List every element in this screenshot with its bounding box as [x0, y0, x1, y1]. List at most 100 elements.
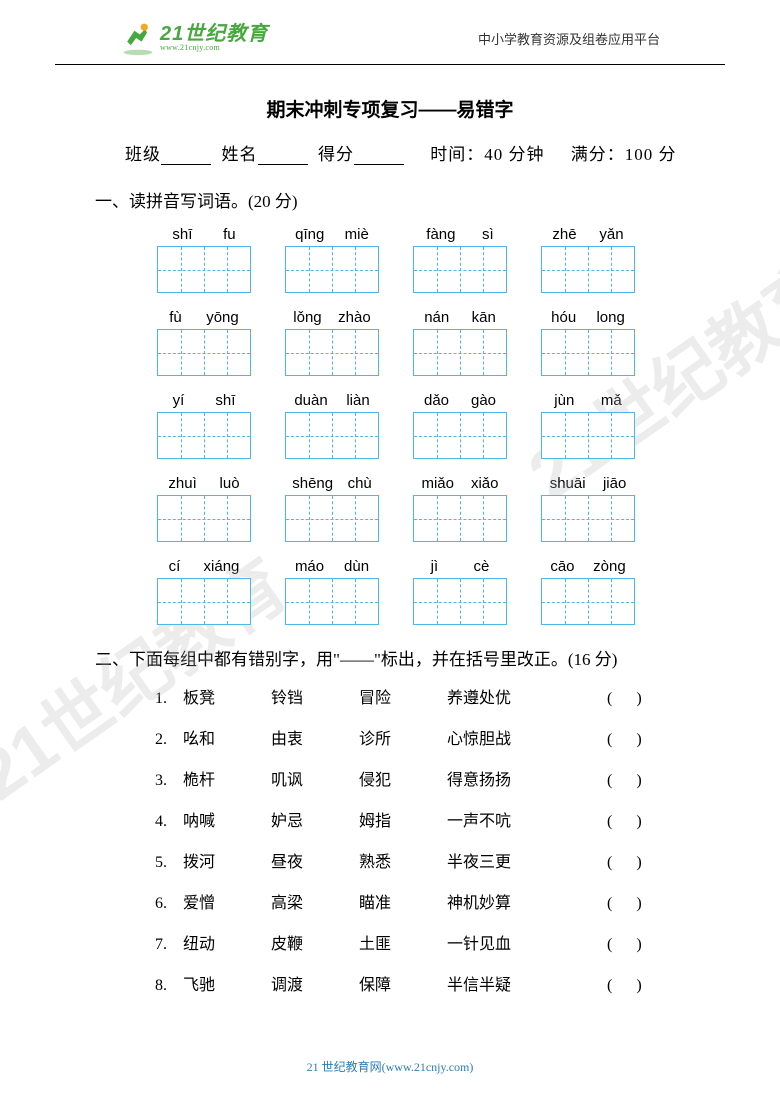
item-word: 姆指 [359, 807, 447, 831]
pinyin-label-pair: fàngsì [413, 226, 507, 243]
class-blank[interactable] [161, 147, 211, 165]
item-word: 心惊胆战 [447, 725, 607, 749]
item-word: 昼夜 [271, 848, 359, 872]
pinyin-syllable: yí [173, 392, 185, 409]
character-grid-box[interactable] [541, 412, 635, 459]
pinyin-syllable: jì [431, 558, 439, 575]
pinyin-label-pair: jì cè [413, 558, 507, 575]
pinyin-cell: hóu long [541, 309, 635, 376]
error-item-row: 4.呐喊妒忌姆指一声不吭( ) [95, 807, 685, 831]
pinyin-syllable: cāo [550, 558, 574, 575]
character-grid-box[interactable] [413, 329, 507, 376]
character-grid-box[interactable] [157, 578, 251, 625]
item-word: 养遵处优 [447, 684, 607, 708]
character-grid-box[interactable] [285, 495, 379, 542]
correction-blank[interactable] [612, 895, 636, 913]
character-grid-box[interactable] [157, 329, 251, 376]
pinyin-label-pair: nánkān [413, 309, 507, 326]
pinyin-cell: cāo zòng [541, 558, 635, 625]
pinyin-syllable: zòng [593, 558, 626, 575]
item-word: 呐喊 [183, 807, 271, 831]
pinyin-label-pair: duànliàn [285, 392, 379, 409]
correction-blank[interactable] [612, 731, 636, 749]
correction-paren-close: ) [636, 977, 641, 995]
correction-blank[interactable] [612, 772, 636, 790]
pinyin-syllable: fu [223, 226, 236, 243]
pinyin-syllable: shī [215, 392, 235, 409]
correction-blank[interactable] [612, 977, 636, 995]
score-label: 得分 [318, 145, 354, 164]
pinyin-cell: jì cè [413, 558, 507, 625]
pinyin-row: cíxiángmáodùnjìcècāozòng [157, 558, 685, 625]
character-grid-box[interactable] [541, 578, 635, 625]
pinyin-syllable: duàn [294, 392, 327, 409]
page-header: 21世纪教育 www.21cnjy.com 中小学教育资源及组卷应用平台 [55, 0, 725, 65]
time-value: 40 分钟 [484, 145, 544, 164]
character-grid-box[interactable] [413, 412, 507, 459]
correction-paren-close: ) [636, 731, 641, 749]
error-item-row: 7.纽动皮鞭土匪一针见血( ) [95, 930, 685, 954]
error-item-row: 1.板凳铃铛冒险养遵处优( ) [95, 684, 685, 708]
pinyin-syllable: jùn [554, 392, 574, 409]
pinyin-label-pair: shīfu [157, 226, 251, 243]
name-label: 姓名 [222, 145, 258, 164]
pinyin-cell: yí shī [157, 392, 251, 459]
pinyin-label-pair: dǎogào [413, 392, 507, 409]
section2-heading: 二、下面每组中都有错别字，用"——"标出，并在括号里改正。(16 分) [95, 645, 685, 670]
character-grid-box[interactable] [541, 495, 635, 542]
item-word: 妒忌 [271, 807, 359, 831]
correction-blank[interactable] [612, 690, 636, 708]
pinyin-syllable: long [596, 309, 624, 326]
error-word-list: 1.板凳铃铛冒险养遵处优( )2.吆和由衷诊所心惊胆战( )3.桅杆叽讽侵犯得意… [95, 684, 685, 995]
item-word: 土匪 [359, 930, 447, 954]
character-grid-box[interactable] [413, 495, 507, 542]
pinyin-cell: shīfu [157, 226, 251, 293]
pinyin-cell: fùyōng [157, 309, 251, 376]
pinyin-syllable: sì [482, 226, 494, 243]
character-grid-box[interactable] [157, 412, 251, 459]
correction-blank[interactable] [612, 854, 636, 872]
character-grid-box[interactable] [541, 329, 635, 376]
pinyin-syllable: cè [473, 558, 489, 575]
item-word: 飞驰 [183, 971, 271, 995]
character-grid-box[interactable] [285, 578, 379, 625]
error-item-row: 2.吆和由衷诊所心惊胆战( ) [95, 725, 685, 749]
character-grid-box[interactable] [413, 246, 507, 293]
pinyin-row: shīfu qīngmiè fàngsì zhēyǎn [157, 226, 685, 293]
pinyin-label-pair: qīngmiè [285, 226, 379, 243]
pinyin-syllable: mǎ [601, 392, 622, 409]
item-word: 拨河 [183, 848, 271, 872]
pinyin-syllable: xiǎo [471, 475, 499, 492]
pinyin-syllable: hóu [551, 309, 576, 326]
pinyin-syllable: zhuì [168, 475, 196, 492]
character-grid-box[interactable] [285, 329, 379, 376]
name-blank[interactable] [258, 147, 308, 165]
error-item-row: 6.爱憎高梁瞄准神机妙算( ) [95, 889, 685, 913]
item-word: 铃铛 [271, 684, 359, 708]
correction-blank[interactable] [612, 936, 636, 954]
item-number: 1. [155, 690, 183, 708]
pinyin-syllable: shēng [292, 475, 333, 492]
pinyin-cell: zhuìluò [157, 475, 251, 542]
character-grid-box[interactable] [157, 495, 251, 542]
score-blank[interactable] [354, 147, 404, 165]
character-grid-box[interactable] [157, 246, 251, 293]
character-grid-box[interactable] [285, 246, 379, 293]
item-word: 调渡 [271, 971, 359, 995]
item-word: 由衷 [271, 725, 359, 749]
pinyin-syllable: lǒng [293, 309, 321, 326]
character-grid-box[interactable] [285, 412, 379, 459]
pinyin-label-pair: fùyōng [157, 309, 251, 326]
full-label: 满分： [571, 145, 625, 164]
item-word: 保障 [359, 971, 447, 995]
character-grid-box[interactable] [541, 246, 635, 293]
header-right-text: 中小学教育资源及组卷应用平台 [478, 29, 660, 48]
correction-blank[interactable] [612, 813, 636, 831]
pinyin-cell: miǎo xiǎo [413, 475, 507, 542]
character-grid-box[interactable] [413, 578, 507, 625]
pinyin-cell: zhēyǎn [541, 226, 635, 293]
pinyin-row: yí shī duànliàn dǎogào jùn mǎ [157, 392, 685, 459]
pinyin-syllable: miǎo [421, 475, 454, 492]
item-word: 诊所 [359, 725, 447, 749]
logo: 21世纪教育 www.21cnjy.com [120, 20, 268, 56]
